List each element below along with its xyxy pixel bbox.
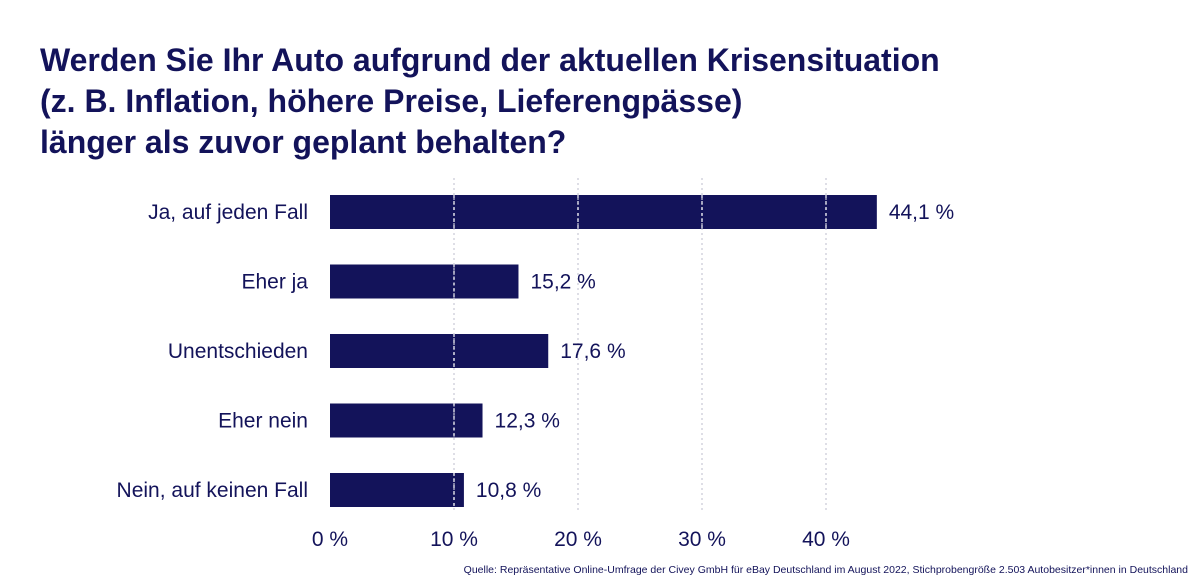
- category-label: Ja, auf jeden Fall: [148, 201, 308, 224]
- title-line-1: Werden Sie Ihr Auto aufgrund der aktuell…: [40, 42, 940, 78]
- x-tick-label: 10 %: [430, 528, 478, 551]
- bar: [330, 195, 877, 229]
- title-line-3: länger als zuvor geplant behalten?: [40, 124, 567, 160]
- x-tick-label: 20 %: [554, 528, 602, 551]
- value-label: 12,3 %: [495, 410, 560, 433]
- source-note: Quelle: Repräsentative Online-Umfrage de…: [463, 564, 1188, 576]
- x-tick-label: 40 %: [802, 528, 850, 551]
- chart-title: Werden Sie Ihr Auto aufgrund der aktuell…: [40, 40, 1160, 163]
- value-label: 17,6 %: [560, 340, 625, 363]
- x-tick-label: 30 %: [678, 528, 726, 551]
- bar: [330, 264, 519, 299]
- category-label: Eher ja: [241, 271, 308, 294]
- bar: [330, 403, 483, 438]
- category-label: Unentschieden: [168, 340, 308, 363]
- value-label: 44,1 %: [889, 201, 954, 224]
- category-label: Nein, auf keinen Fall: [117, 479, 308, 502]
- value-label: 15,2 %: [530, 271, 595, 294]
- title-line-2: (z. B. Inflation, höhere Preise, Liefere…: [40, 83, 743, 119]
- bar: [330, 473, 464, 507]
- x-tick-label: 0 %: [312, 528, 348, 551]
- bar: [330, 334, 549, 368]
- category-label: Eher nein: [218, 410, 308, 433]
- value-label: 10,8 %: [476, 479, 541, 502]
